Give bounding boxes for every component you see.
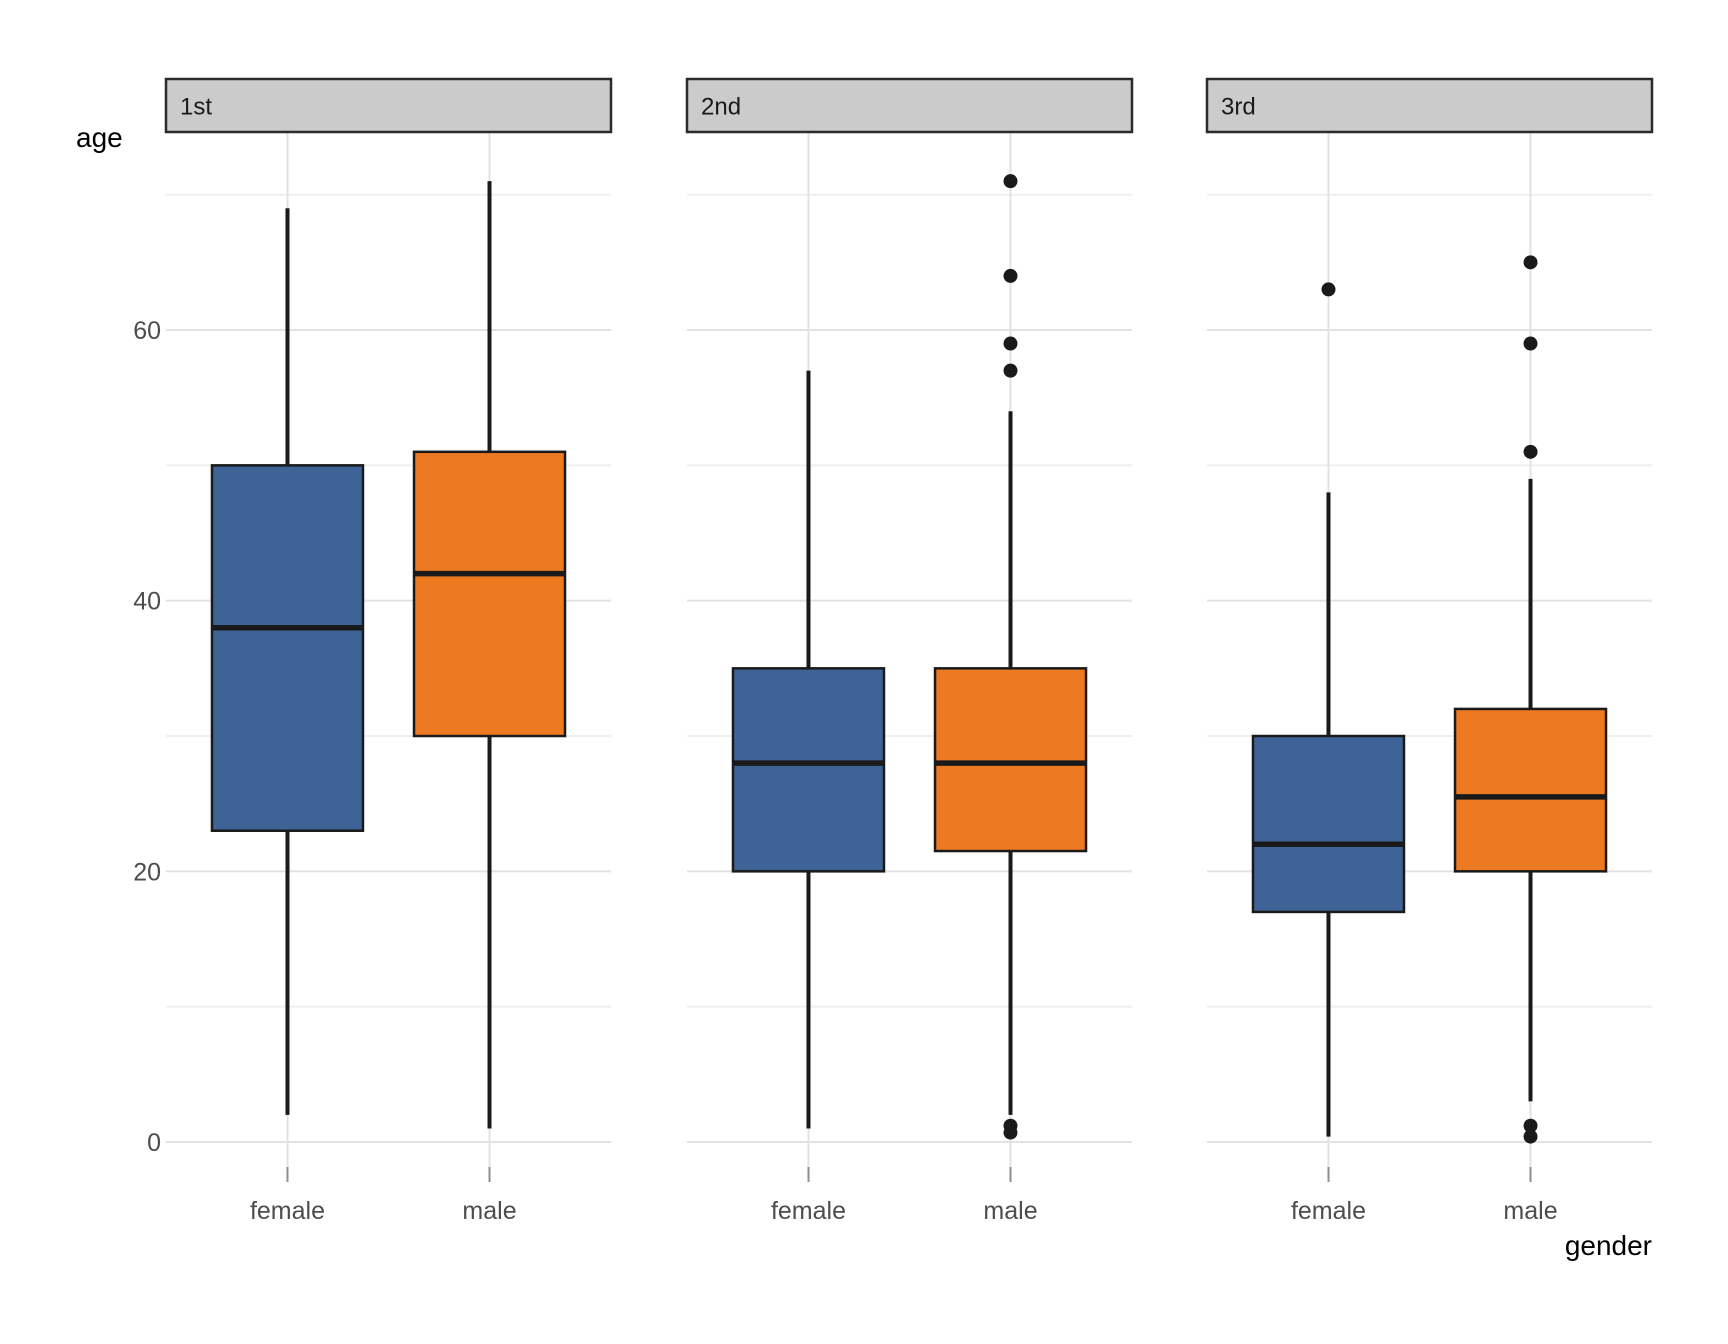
box [1453,707,1608,873]
outlier-point [1003,1125,1018,1140]
y-tick-label: 40 [133,588,161,616]
x-tick-label: male [983,1197,1037,1225]
outlier-point [1003,174,1018,189]
outlier-point [1003,336,1018,351]
outlier-point [1523,444,1538,459]
outlier-point [1523,1129,1538,1144]
x-tick-label: female [250,1197,325,1225]
x-tick-label: female [771,1197,846,1225]
outlier-point [1523,336,1538,351]
outlier-point [1003,268,1018,283]
box [933,667,1088,853]
outlier-point [1523,1118,1538,1133]
facet-strip-label: 1st [180,94,212,121]
x-axis-title: gender [1564,1230,1652,1261]
facet-strip-label: 2nd [701,94,741,121]
box [210,464,365,832]
x-tick-label: male [1503,1197,1557,1225]
box [412,450,567,738]
facet-strip [685,77,1134,134]
box [1251,734,1406,914]
y-tick-label: 20 [133,858,161,886]
facet-strip [1205,77,1654,134]
facet-strip-label: 3rd [1221,94,1256,121]
box [731,667,886,873]
outlier-point [1523,255,1538,270]
x-tick-label: female [1291,1197,1366,1225]
facet-strip [164,77,613,134]
outlier-point [1003,363,1018,378]
outlier-point [1321,282,1336,297]
y-tick-label: 60 [133,317,161,345]
y-tick-label: 0 [147,1129,161,1157]
x-tick-label: male [462,1197,516,1225]
y-axis-title: age [76,122,123,153]
